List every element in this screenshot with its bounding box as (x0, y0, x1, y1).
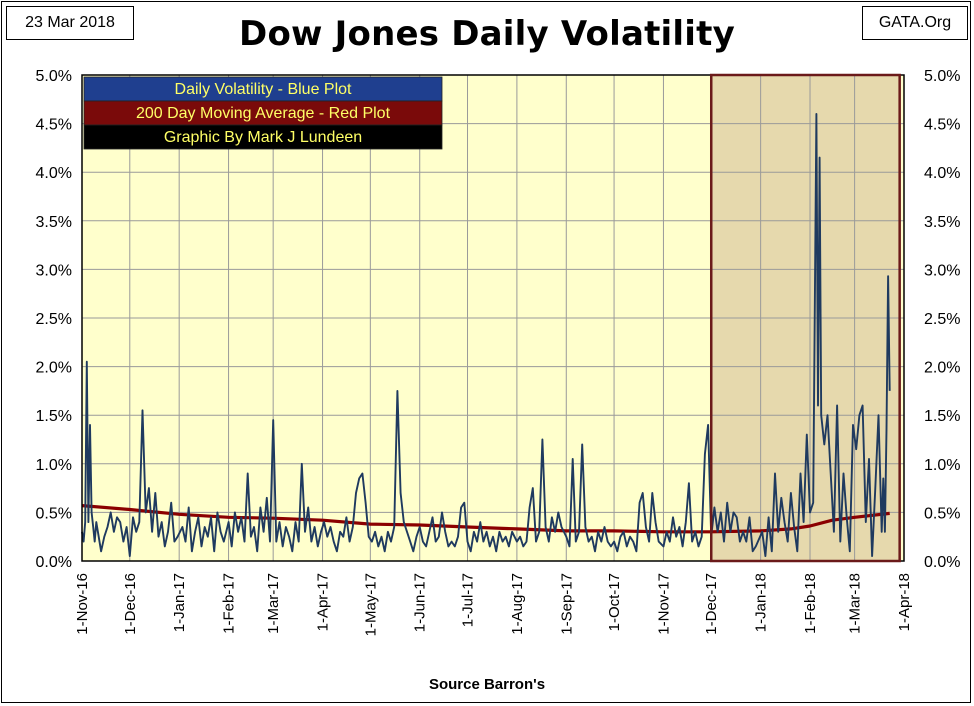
x-tick-label: 1-Dec-17 (703, 573, 720, 635)
y-tick-label-left: 0.5% (36, 505, 72, 522)
y-tick-label-left: 2.0% (36, 360, 72, 377)
y-tick-label-right: 0.5% (924, 505, 960, 522)
legend-box (83, 100, 443, 126)
y-tick-label-left: 3.0% (36, 262, 72, 279)
y-tick-label-right: 3.0% (924, 262, 960, 279)
x-tick-label: 1-Feb-17 (221, 573, 238, 634)
y-tick-label-left: 0.0% (36, 554, 72, 571)
y-tick-label-left: 1.5% (36, 408, 72, 425)
x-tick-label: 1-Apr-18 (896, 573, 913, 631)
y-tick-label-right: 0.0% (924, 554, 960, 571)
x-tick-label: 1-Jan-17 (171, 573, 188, 632)
x-tick-label: 1-Sep-17 (558, 573, 575, 635)
y-tick-label-right: 4.0% (924, 165, 960, 182)
y-tick-label-left: 1.0% (36, 457, 72, 474)
y-tick-label-right: 1.0% (924, 457, 960, 474)
y-tick-label-left: 5.0% (36, 68, 72, 85)
y-tick-label-right: 2.0% (924, 360, 960, 377)
x-tick-label: 1-Oct-17 (606, 573, 623, 631)
y-tick-label-right: 4.5% (924, 117, 960, 134)
x-tick-label: 1-Nov-16 (74, 573, 91, 635)
x-tick-label: 1-Apr-17 (315, 573, 332, 631)
y-tick-label-left: 2.5% (36, 311, 72, 328)
y-tick-label-right: 2.5% (924, 311, 960, 328)
y-tick-label-left: 4.5% (36, 117, 72, 134)
x-tick-label: 1-Jan-18 (753, 573, 770, 632)
x-tick-label: 1-Mar-17 (265, 573, 282, 634)
x-tick-label: 1-Jun-17 (412, 573, 429, 632)
legend-label: Daily Volatility - Blue Plot (175, 81, 353, 98)
y-tick-label-left: 4.0% (36, 165, 72, 182)
x-tick-label: 1-May-17 (362, 573, 379, 636)
site-stamp: GATA.Org (862, 6, 968, 40)
x-tick-label: 1-Nov-17 (655, 573, 672, 635)
x-tick-label: 1-Aug-17 (509, 573, 526, 635)
y-tick-label-left: 3.5% (36, 214, 72, 231)
y-tick-label-right: 3.5% (924, 214, 960, 231)
daily-volatility-line (81, 112, 891, 558)
legend-label: Graphic By Mark J Lundeen (164, 129, 362, 146)
plot-border (81, 74, 905, 562)
chart-title: Dow Jones Daily Volatility (239, 14, 735, 54)
shaded-region-border (709, 73, 901, 563)
x-tick-label: 1-Mar-18 (847, 573, 864, 634)
y-tick-label-right: 1.5% (924, 408, 960, 425)
x-tick-label: 1-Jul-17 (460, 573, 477, 627)
y-tick-label-right: 5.0% (924, 68, 960, 85)
source-label: Source Barron's (428, 676, 546, 693)
legend-box (83, 124, 443, 150)
x-tick-label: 1-Dec-16 (122, 573, 139, 635)
date-stamp: 23 Mar 2018 (6, 6, 134, 40)
x-tick-label: 1-Feb-18 (802, 573, 819, 634)
legend-label: 200 Day Moving Average - Red Plot (136, 105, 391, 122)
